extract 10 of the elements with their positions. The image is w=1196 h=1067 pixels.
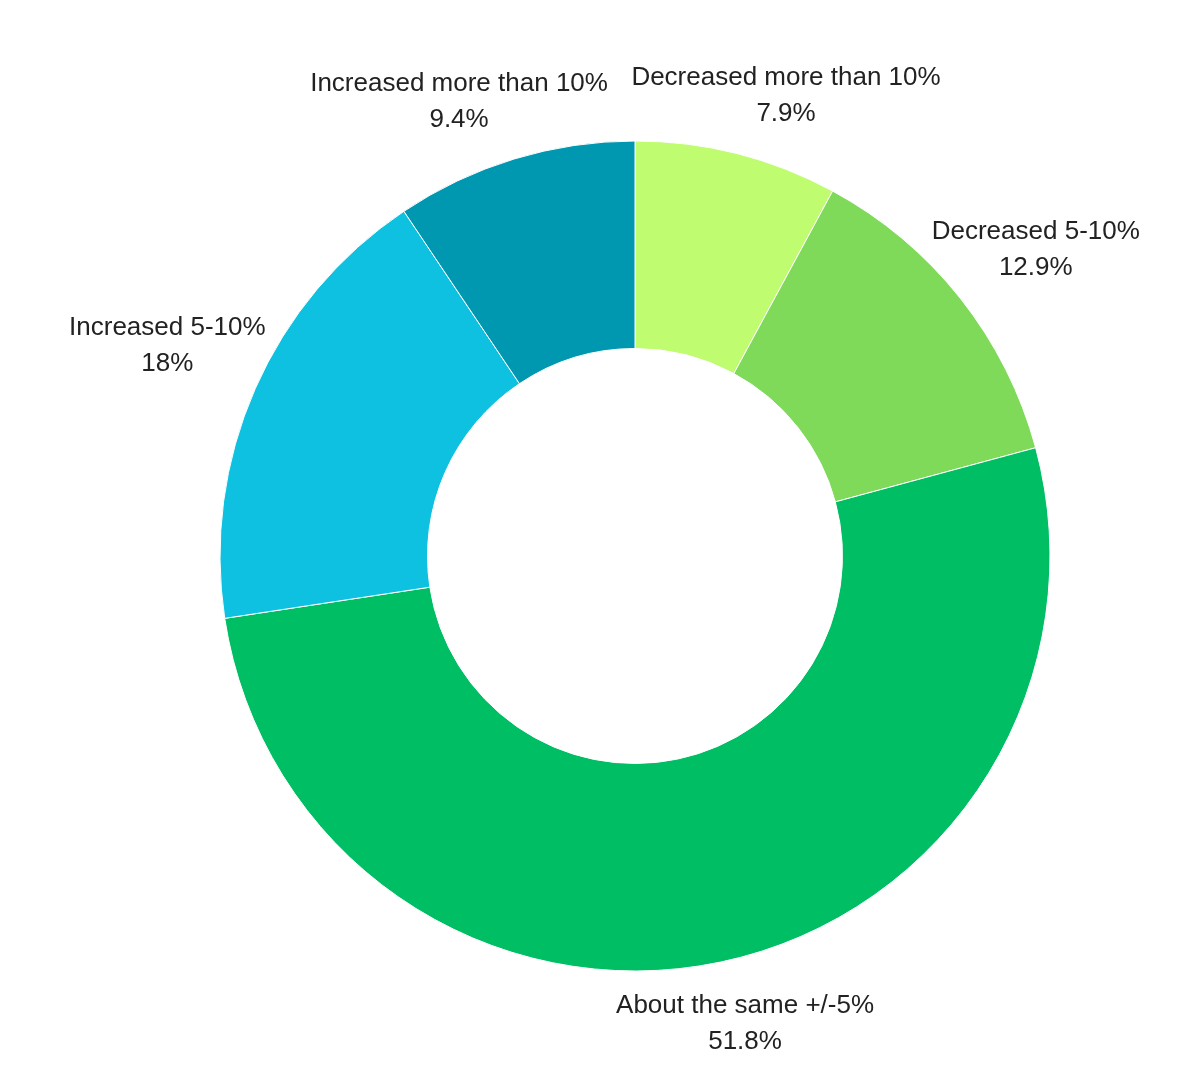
slice-label: About the same +/-5% bbox=[616, 988, 875, 1019]
slice-label: Decreased 5-10% bbox=[931, 215, 1140, 246]
data-label: 51.8% bbox=[708, 1024, 782, 1055]
slice-label: Increased more than 10% bbox=[310, 67, 608, 98]
slice-label: Increased 5-10% bbox=[69, 310, 266, 341]
data-label: 9.4% bbox=[429, 103, 489, 134]
data-label: 7.9% bbox=[756, 97, 816, 128]
data-label: 18% bbox=[141, 346, 194, 377]
slice-label: Decreased more than 10% bbox=[631, 61, 941, 92]
data-label: 12.9% bbox=[998, 251, 1073, 282]
